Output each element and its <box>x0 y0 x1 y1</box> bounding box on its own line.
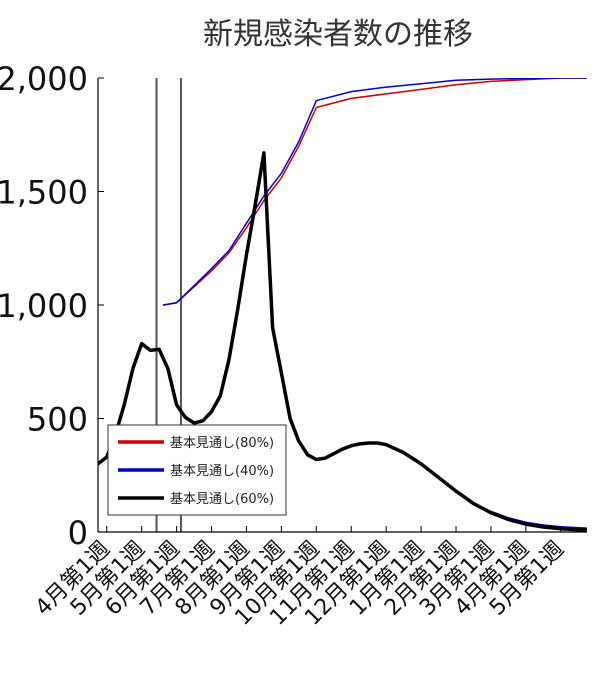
axes: 05001,0001,5002,0004月第1週5月第1週6月第1週7月第1週8… <box>0 60 587 631</box>
legend-label-3: 基本見通し(60%) <box>170 492 274 507</box>
series-line-1 <box>162 78 587 306</box>
y-tick-label: 1,500 <box>0 174 88 212</box>
plot-area <box>98 78 587 532</box>
y-tick-label: 500 <box>27 401 88 439</box>
chart-title: 新規感染者数の推移 <box>203 17 473 52</box>
legend: 基本見通し(80%) 基本見通し(40%) 基本見通し(60%) <box>107 424 287 516</box>
y-tick-label: 0 <box>68 514 88 552</box>
series-line-2 <box>162 78 587 306</box>
legend-label-2: 基本見通し(40%) <box>170 464 274 479</box>
y-tick-label: 2,000 <box>0 60 88 98</box>
y-tick-label: 1,000 <box>0 287 88 325</box>
series-line-3 <box>98 151 587 532</box>
legend-label-1: 基本見通し(80%) <box>170 436 274 451</box>
